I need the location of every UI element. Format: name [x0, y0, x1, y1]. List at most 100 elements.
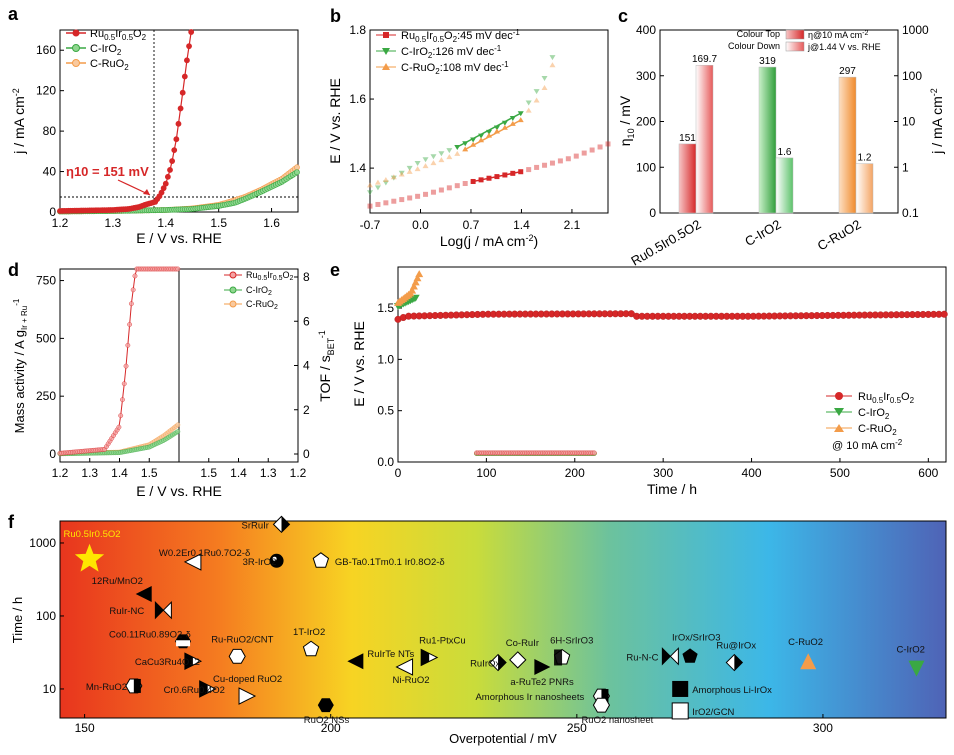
- panel-b-marker-ir: [525, 100, 532, 106]
- panel-f-marker-pentagon: [302, 640, 320, 657]
- panel-a-marker-ru: [167, 167, 173, 173]
- panel-c-bar-label-current: 1.6: [778, 147, 792, 158]
- panel-e-marker-rua: [411, 278, 420, 286]
- panel-f-point-label: Co-RuIr: [506, 638, 539, 649]
- panel-b-xtick-label: 0.0: [412, 218, 429, 232]
- panel-f-ylabel: Time / h: [10, 597, 25, 643]
- panel-f-point-label: a-RuTe2 PNRs: [510, 677, 574, 688]
- panel-f-ytick-label: 100: [36, 609, 56, 623]
- panel-d-ytick-right-label: 2: [303, 403, 310, 417]
- panel-d-mass-marker-ru: [123, 363, 129, 369]
- panel-d-ytick-left-label: 750: [36, 274, 56, 288]
- panel-a-marker-ru: [173, 136, 180, 143]
- panel-f-marker-tri-left-dark: [347, 653, 364, 670]
- panel-c-bar-current-rua: [855, 163, 874, 214]
- panel-e-legend-ru: Ru0.5Ir0.5O2: [858, 391, 915, 405]
- panel-f-point: GB-Ta0.1Tm0.1 Ir0.8O2-δ: [312, 552, 445, 568]
- panel-c-ytick-left-label: 300: [636, 69, 656, 83]
- panel-a-ytick-label: 0: [49, 205, 56, 219]
- panel-f-marker-hexagon-dark: [317, 698, 334, 713]
- panel-d-xlabel: E / V vs. RHE: [136, 483, 222, 499]
- panel-f-marker-hexagon-half: [601, 689, 609, 704]
- panel-d-xtick-label: 1.4: [111, 466, 128, 480]
- panel-d-ytick-left-label: 0: [49, 447, 56, 461]
- panel-f-xtick-label: 250: [567, 721, 587, 735]
- panel-f-point: Cr0.6Ru0.4O2: [164, 680, 225, 698]
- panel-c-ylabel-left: η10 / mV: [617, 95, 636, 146]
- panel-b-xtick-label: -0.7: [360, 218, 381, 232]
- panel-e-marker-rua: [415, 270, 424, 278]
- panel-a-xtick-label: 1.6: [263, 216, 280, 230]
- panel-b-marker-rua: [422, 163, 429, 169]
- panel-a-ytick-label: 160: [36, 43, 56, 57]
- panel-b-marker-ru: [399, 197, 405, 203]
- panel-f-marker-square-dark: [672, 680, 689, 697]
- panel-f-point-label: RuO2 NSs: [304, 715, 350, 726]
- panel-b-marker-rua: [454, 150, 461, 156]
- panel-f-point: 6H-SrIrO3: [550, 635, 593, 666]
- panel-f-point-label: IrO2/GCN: [692, 707, 734, 718]
- panel-d-xtick-label: 1.5: [200, 466, 217, 480]
- panel-b-marker-rua: [374, 179, 381, 185]
- panel-b-marker-ir: [541, 75, 548, 81]
- panel-f-point: Ru-RuO2/CNT: [211, 634, 274, 664]
- panel-f-point-label: W0.2Er0.1Ru0.7O2-δ: [159, 548, 250, 559]
- panel-b-marker-ir: [382, 180, 389, 186]
- panel-b-marker-ru: [423, 191, 429, 197]
- panel-f-point: Ni-RuO2: [393, 658, 430, 686]
- panel-f-marker-tri-left: [183, 553, 202, 571]
- panel-b-marker-ru: [581, 150, 587, 156]
- panel-f-point: Ru1-PtxCu: [419, 635, 466, 667]
- panel-c-legend-top-title: Colour Top: [737, 29, 780, 39]
- panel-f-marker-tri-down: [908, 660, 925, 677]
- panel-f-point: Co-RuIr: [506, 638, 539, 669]
- panel-d-mass-marker-ru: [121, 381, 127, 387]
- panel-f-marker-hexagon-outline: [228, 648, 246, 664]
- panel-b-fit-ir: [456, 112, 522, 149]
- panel-b-legend: Ru0.5Ir0.5O2:45 mV dec-1 C-IrO2:126 mV d…: [376, 28, 520, 76]
- panel-b-marker-ir: [374, 185, 381, 191]
- panel-b-marker-rua: [446, 154, 453, 160]
- panel-f-point: 12Ru/MnO2: [92, 576, 152, 602]
- panel-d-ylabel-left: Mass activity / A gIr + Ru-1: [12, 298, 29, 433]
- panel-f-point-label: 3R-IrO2: [243, 557, 277, 568]
- panel-d-legend-ir: C-IrO2: [246, 285, 272, 297]
- panel-e-ytick-label: 1.0: [377, 352, 394, 366]
- panel-f-point-label: Co0.11Ru0.89O2-δ: [109, 629, 191, 640]
- panel-d-ytick-left-label: 500: [36, 331, 56, 345]
- panel-f-point: RuO2 NSs: [304, 698, 350, 726]
- panel-f-point: W0.2Er0.1Ru0.7O2-δ: [159, 548, 250, 571]
- panel-b-legend-ir: C-IrO2:126 mV dec-1: [401, 44, 502, 60]
- panel-a-marker-ru: [177, 105, 184, 112]
- panel-f-point: 1T-IrO2: [293, 627, 325, 657]
- panel-e-marker-ru: [940, 310, 948, 318]
- panel-c-bar-current-ir: [775, 157, 794, 214]
- panel-b-marker-ru: [549, 160, 555, 166]
- panel-a-marker-ru: [164, 173, 171, 180]
- panel-b-marker-ru: [542, 162, 548, 168]
- panel-f-marker-pentagon-half: [554, 649, 563, 666]
- panel-b-marker-ru: [462, 181, 468, 187]
- panel-b-marker-ir: [422, 157, 429, 163]
- panel-d-mass-marker-ru: [130, 287, 136, 293]
- panel-f-point-label: RuIrTe NTs: [367, 649, 414, 660]
- panel-f-marker-tri-right-half: [184, 653, 193, 670]
- panel-b-marker-ir: [430, 154, 437, 160]
- panel-b-fit-ru: [470, 170, 522, 183]
- panel-e-xtick-label: 300: [653, 466, 673, 480]
- panel-b-marker-ru: [367, 203, 373, 209]
- panel-b-marker-ru: [391, 198, 397, 204]
- panel-b-marker-ru: [526, 167, 532, 173]
- panel-d-ytick-right-label: 8: [303, 270, 310, 284]
- panel-a-marker-ru: [188, 29, 195, 35]
- panel-c-bar-label-overpotential: 319: [759, 56, 776, 67]
- panel-f-xtick-label: 200: [321, 721, 341, 735]
- panel-c-ytick-right-label: 10: [902, 115, 916, 129]
- panel-f-marker-hexagon-half: [133, 678, 141, 693]
- panel-f-point-label: Mn-RuO2: [86, 682, 127, 693]
- panel-b-ytick-label: 1.8: [349, 23, 366, 37]
- panel-b-xtick-label: 0.7: [463, 218, 480, 232]
- panel-c-ytick-right-label: 1: [902, 160, 909, 174]
- panel-f-point-label: Ru0.5Ir0.5O2: [64, 529, 121, 540]
